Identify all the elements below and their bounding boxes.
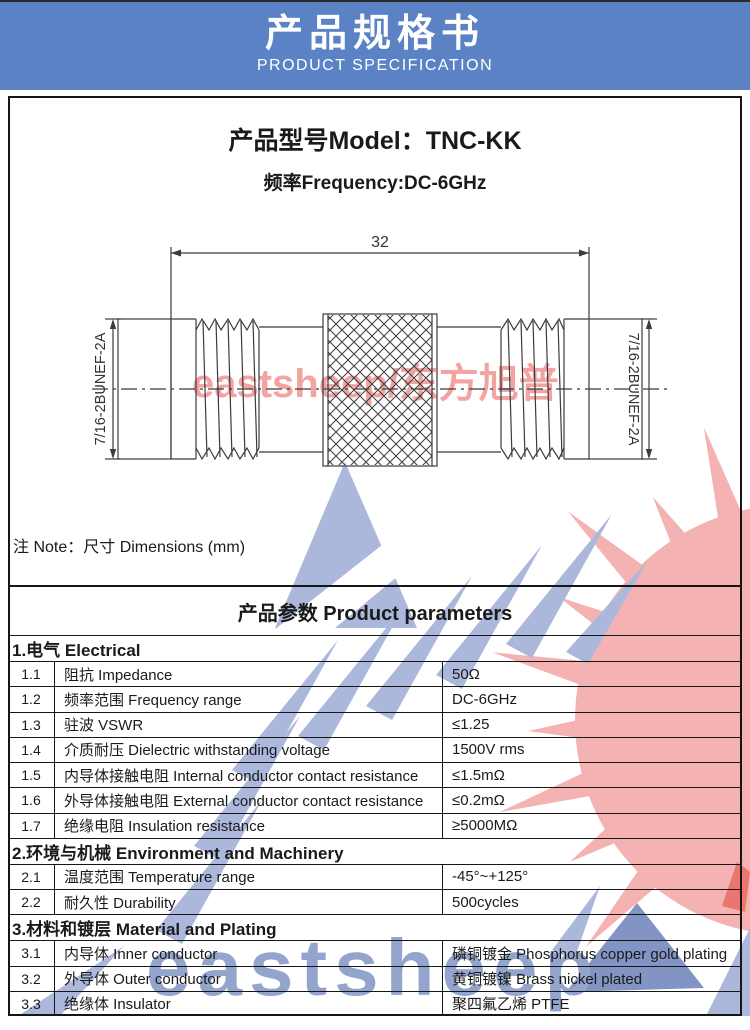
param-row: 3.3 绝缘体 Insulator 聚四氟乙烯 PTFE <box>8 990 742 1016</box>
cell-name: 频率范围 Frequency range <box>55 687 443 712</box>
banner-title: 产品规格书 <box>264 13 485 55</box>
table-title: 产品参数 Product parameters <box>237 602 513 625</box>
cell-value: 磷铜镀金 Phosphorus copper gold plating <box>452 945 728 963</box>
header-banner: 产品规格书 PRODUCT SPECIFICATION <box>0 0 750 90</box>
cell-name: 绝缘电阻 Insulation resistance <box>55 813 443 838</box>
section-heading: 3.材料和镀层 Material and Plating <box>8 914 742 940</box>
cell-no: 1.7 <box>8 813 55 838</box>
cell-value: 50Ω <box>452 665 480 683</box>
cell-no: 3.2 <box>8 966 55 991</box>
cell-value: ≤1.5mΩ <box>452 766 505 784</box>
cell-value: 500cycles <box>452 893 519 911</box>
thread-label-left: 7/16-2BUNEF-2A <box>93 332 109 445</box>
table-body: 1.电气 Electrical 1.1 阻抗 Impedance 50Ω 1.2 频率范围… <box>8 635 742 1016</box>
cell-no: 3.1 <box>8 941 55 966</box>
param-row: 3.1 内导体 Inner conductor 磷铜镀金 Phosphorus co… <box>8 940 742 966</box>
cell-name: 内导体 Inner conductor <box>55 941 443 966</box>
cell-name: 阻抗 Impedance <box>55 662 443 687</box>
cell-value: 黄铜镀镍 Brass nickel plated <box>452 971 643 989</box>
cell-name: 介质耐压 Dielectric withstanding voltage <box>55 737 443 762</box>
logo-blue-shapes <box>18 462 750 1016</box>
cell-value: ≤1.25 <box>452 716 490 734</box>
cell-name: 外导体 Outer conductor <box>55 966 443 991</box>
cell-no: 1.6 <box>8 788 55 813</box>
cell-name: 驻波 VSWR <box>55 712 443 737</box>
cell-name: 外导体接触电阻 External conductor contact resis… <box>55 788 443 813</box>
section-heading: 2.环境与机械 Environment and Machinery <box>8 837 742 864</box>
cell-no: 1.4 <box>8 737 55 762</box>
cell-value: ≥5000MΩ <box>452 817 518 835</box>
section-heading: 1.电气 Electrical <box>8 635 742 661</box>
cell-value: 1500V rms <box>452 741 525 759</box>
cell-no: 1.3 <box>8 712 55 737</box>
param-row: 1.4 介质耐压 Dielectric withstanding voltage 1… <box>8 736 742 762</box>
cell-name: 内导体接触电阻 Internal conductor contact resis… <box>55 763 443 788</box>
dimension-label: 32 <box>371 234 389 251</box>
param-row: 2.2 耐久性 Durability 500cycles <box>8 889 742 915</box>
thread-label-right: 7/16-2BUNEF-2A <box>625 333 641 446</box>
cell-name: 温度范围 Temperature range <box>55 864 443 889</box>
param-row: 1.5 内导体接触电阻 Internal conductor contact re… <box>8 762 742 788</box>
note-text: 注 Note：尺寸 Dimensions (mm) <box>13 539 246 556</box>
cell-name: 耐久性 Durability <box>55 890 443 915</box>
cell-no: 2.2 <box>8 890 55 915</box>
cell-no: 1.5 <box>8 763 55 788</box>
cell-no: 2.1 <box>8 864 55 889</box>
param-row: 1.3 驻波 VSWR ≤1.25 <box>8 711 742 737</box>
banner-subtitle: PRODUCT SPECIFICATION <box>256 57 494 74</box>
cell-value: ≤0.2mΩ <box>452 791 505 809</box>
param-row: 1.6 外导体接触电阻 External conductor contact re… <box>8 787 742 813</box>
cell-no: 1.1 <box>8 662 55 687</box>
param-row: 1.7 绝缘电阻 Insulation resistance ≥5000MΩ <box>8 812 742 838</box>
cell-no: 3.3 <box>8 991 55 1016</box>
cell-no: 1.2 <box>8 687 55 712</box>
frequency-title: 频率Frequency:DC-6GHz <box>263 173 487 194</box>
parameters-table: 产品参数 Product parameters 1.电气 Electrical 1… <box>8 585 742 1016</box>
model-title: 产品型号Model：TNC-KK <box>228 127 522 155</box>
cell-value: -45°~+125° <box>452 868 529 886</box>
cell-value: 聚四氟乙烯 PTFE <box>452 996 570 1014</box>
param-row: 1.2 频率范围 Frequency range DC-6GHz <box>8 686 742 712</box>
param-row: 2.1 温度范围 Temperature range -45°~+125° <box>8 863 742 889</box>
param-row: 1.1 阻抗 Impedance 50Ω <box>8 661 742 687</box>
cell-value: DC-6GHz <box>452 690 518 708</box>
cell-name: 绝缘体 Insulator <box>55 991 443 1016</box>
param-row: 3.2 外导体 Outer conductor 黄铜镀镍 Brass nickel … <box>8 965 742 991</box>
logo-sunburst <box>492 427 750 947</box>
